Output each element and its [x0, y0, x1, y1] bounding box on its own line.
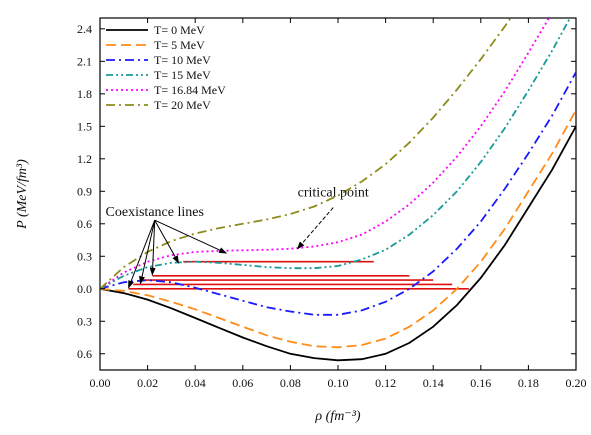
- y-tick-label: 1.2: [77, 152, 92, 166]
- x-tick-label: 0.06: [232, 376, 253, 390]
- y-tick-label: 0.3: [77, 314, 92, 328]
- x-tick-label: 0.18: [518, 376, 539, 390]
- x-tick-label: 0.16: [470, 376, 491, 390]
- y-tick-label: 0.6: [77, 347, 92, 361]
- x-tick-label: 0.02: [137, 376, 158, 390]
- annotation-arrow: [139, 220, 156, 285]
- y-axis-title: P (MeV/fm³): [15, 159, 30, 230]
- y-tick-label: 1.5: [77, 119, 92, 133]
- legend-label: T= 20 MeV: [154, 98, 211, 112]
- x-tick-label: 0.10: [328, 376, 349, 390]
- annotation-arrow: [128, 220, 156, 289]
- y-tick-label: 0.9: [77, 184, 92, 198]
- y-tick-label: 1.8: [77, 87, 92, 101]
- series-line: [100, 18, 512, 290]
- annotation-arrow: [296, 207, 334, 250]
- x-tick-label: 0.14: [423, 376, 444, 390]
- annotation-label: critical point: [298, 186, 369, 201]
- legend-label: T= 15 MeV: [154, 68, 211, 82]
- y-tick-label: 0.3: [77, 249, 92, 263]
- series-line: [100, 18, 572, 290]
- x-tick-label: 0.12: [375, 376, 396, 390]
- legend-label: T= 16.84 MeV: [154, 83, 226, 97]
- x-tick-label: 0.00: [90, 376, 111, 390]
- annotation-label: Coexistance lines: [106, 205, 204, 220]
- legend-label: T= 0 MeV: [154, 23, 205, 37]
- annotation-arrow: [154, 219, 180, 264]
- x-tick-label: 0.08: [280, 376, 301, 390]
- legend-label: T= 5 MeV: [154, 38, 205, 52]
- y-tick-label: 2.1: [77, 54, 92, 68]
- series-line: [100, 71, 576, 316]
- x-axis-title: ρ (fm⁻³): [314, 409, 360, 424]
- y-tick-label: 2.4: [77, 22, 92, 36]
- legend-label: T= 10 MeV: [154, 53, 211, 67]
- x-tick-label: 0.20: [566, 376, 587, 390]
- series-line: [100, 125, 576, 362]
- annotation-arrow: [154, 219, 228, 254]
- annotation-arrow: [149, 220, 156, 276]
- y-tick-label: 0.0: [77, 282, 92, 296]
- series-line: [100, 109, 576, 349]
- x-tick-label: 0.04: [185, 376, 206, 390]
- y-tick-label: 0.6: [77, 217, 92, 231]
